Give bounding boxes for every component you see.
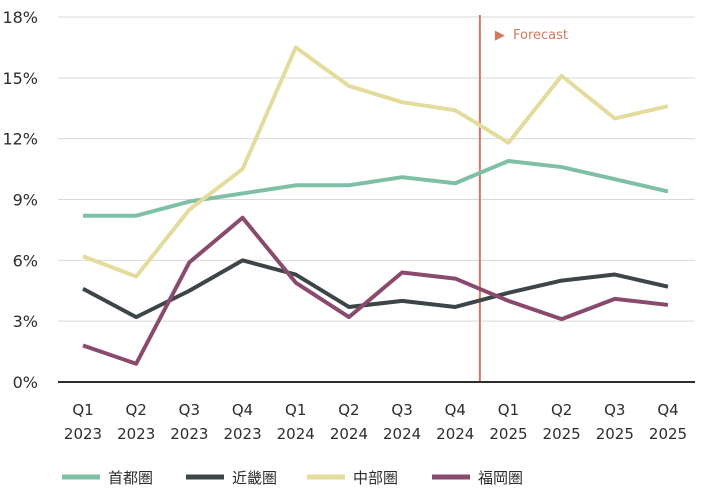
forecast-annotation: ▶ Forecast	[478, 15, 568, 382]
legend-item: 中部圏	[307, 469, 398, 487]
x-tick-year: 2025	[596, 425, 634, 443]
series-group	[82, 215, 669, 366]
x-tick-label: Q1 2025	[489, 401, 527, 443]
series-line	[82, 258, 669, 320]
x-tick-year: 2025	[489, 425, 527, 443]
x-tick-year: 2023	[170, 425, 208, 443]
x-tick-label: Q2 2023	[117, 401, 155, 443]
x-tick-year: 2024	[436, 425, 474, 443]
legend-label: 首都圏	[108, 469, 153, 487]
x-tick-year: 2024	[277, 425, 315, 443]
x-tick-quarter: Q4	[232, 401, 253, 419]
x-tick-label: Q2 2024	[330, 401, 368, 443]
series-line	[82, 215, 669, 366]
x-tick-label: Q1 2024	[277, 401, 315, 443]
legend-label: 福岡圏	[478, 469, 523, 487]
x-tick-year: 2025	[649, 425, 687, 443]
forecast-marker-icon: ▶	[495, 28, 505, 43]
legend-item: 福岡圏	[432, 469, 523, 487]
legend-label: 中部圏	[353, 469, 398, 487]
forecast-text: Forecast	[513, 28, 568, 43]
x-tick-year: 2023	[223, 425, 261, 443]
y-tick-label: 15%	[2, 69, 38, 88]
gridlines	[58, 16, 695, 322]
x-tick-quarter: Q2	[126, 401, 147, 419]
series-group	[82, 258, 669, 320]
series-group	[82, 45, 669, 279]
x-tick-year: 2024	[330, 425, 368, 443]
y-tick-label: 6%	[13, 251, 38, 270]
x-tick-year: 2023	[117, 425, 155, 443]
legend-item: 近畿圏	[186, 469, 277, 487]
x-tick-quarter: Q4	[657, 401, 678, 419]
x-tick-label: Q3 2025	[596, 401, 634, 443]
y-tick-label: 0%	[13, 373, 38, 392]
series-lines	[82, 45, 669, 366]
x-axis-ticks: Q1 2023 Q2 2023 Q3 2023 Q4 2023 Q1 2024 Q2 2024 Q3 20…	[64, 401, 687, 443]
x-tick-label: Q4 2024	[436, 401, 474, 443]
x-tick-quarter: Q3	[604, 401, 625, 419]
x-tick-quarter: Q3	[179, 401, 200, 419]
x-tick-year: 2023	[64, 425, 102, 443]
legend: 首都圏 近畿圏 中部圏 福岡圏	[62, 469, 523, 487]
x-tick-label: Q4 2023	[223, 401, 261, 443]
x-tick-label: Q1 2023	[64, 401, 102, 443]
series-line	[82, 45, 669, 279]
y-tick-label: 9%	[13, 191, 38, 210]
x-tick-quarter: Q1	[285, 401, 306, 419]
x-tick-label: Q3 2023	[170, 401, 208, 443]
x-tick-label: Q3 2024	[383, 401, 421, 443]
series-group	[83, 158, 669, 218]
x-tick-year: 2025	[543, 425, 581, 443]
x-tick-quarter: Q4	[445, 401, 466, 419]
x-tick-quarter: Q2	[551, 401, 572, 419]
x-tick-quarter: Q3	[391, 401, 412, 419]
x-tick-label: Q4 2025	[649, 401, 687, 443]
y-axis-ticks: 0% 3% 6% 9% 12% 15% 18%	[2, 8, 38, 392]
legend-item: 首都圏	[62, 469, 153, 487]
x-tick-quarter: Q1	[498, 401, 519, 419]
x-tick-quarter: Q1	[72, 401, 93, 419]
forecast-label: ▶ Forecast	[495, 28, 568, 43]
series-line	[83, 158, 669, 218]
y-tick-label: 3%	[13, 312, 38, 331]
legend-label: 近畿圏	[232, 469, 277, 487]
x-tick-quarter: Q2	[338, 401, 359, 419]
y-tick-label: 18%	[2, 8, 38, 27]
x-tick-label: Q2 2025	[543, 401, 581, 443]
y-tick-label: 12%	[2, 130, 38, 149]
x-tick-year: 2024	[383, 425, 421, 443]
